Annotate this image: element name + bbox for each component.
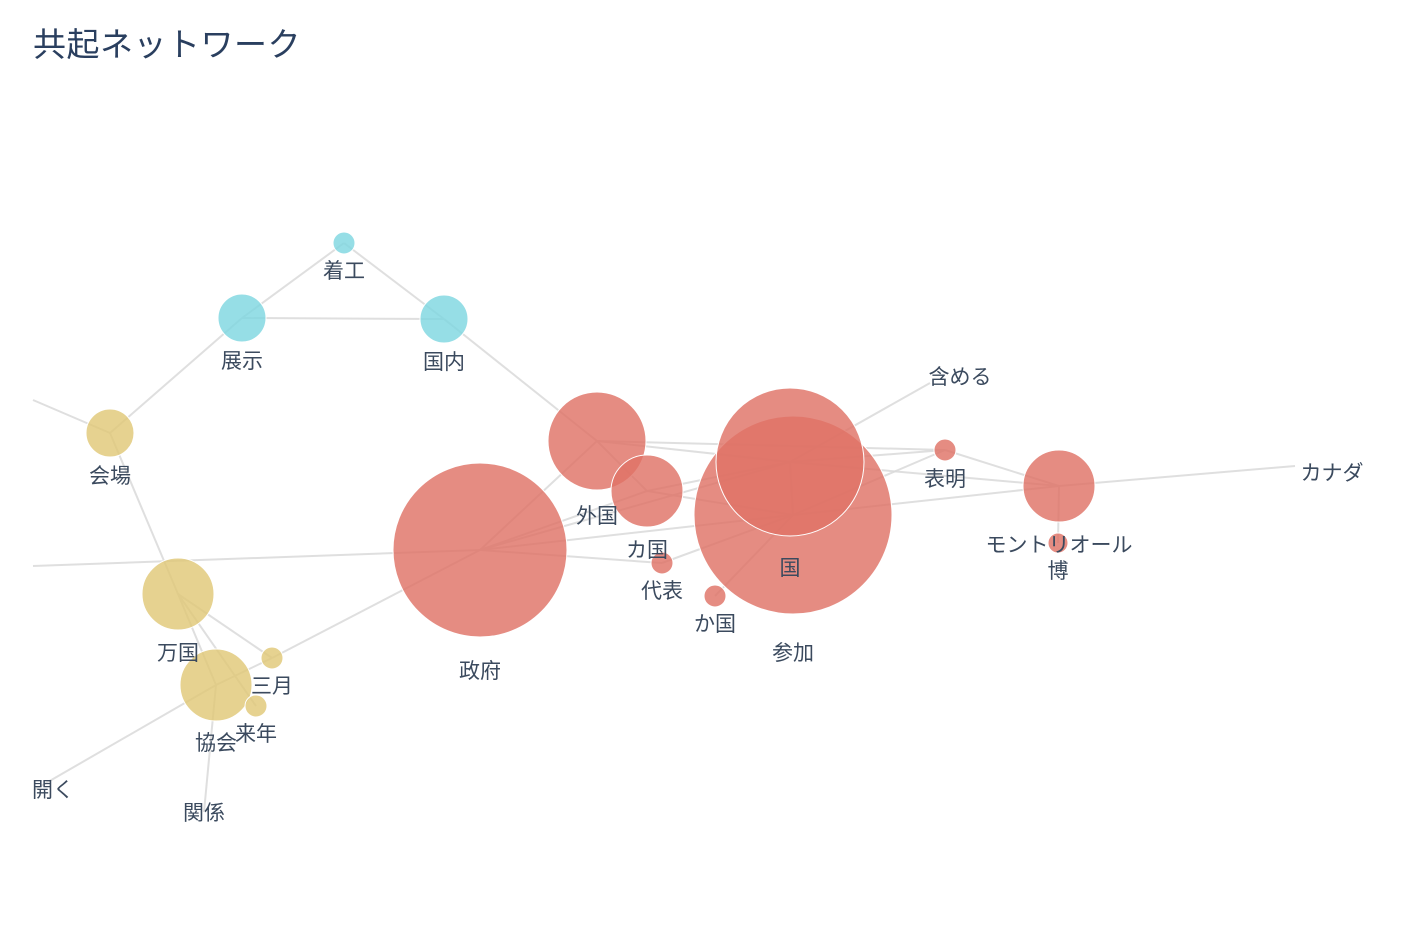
node-tenji[interactable]: [217, 293, 267, 343]
chart-title: 共起ネットワーク: [33, 25, 301, 64]
node-bankoku[interactable]: [141, 557, 215, 631]
node-seifu[interactable]: [392, 462, 568, 638]
node-kokunai[interactable]: [419, 294, 469, 344]
node-label-kakoku1: カ国: [626, 538, 668, 562]
node-label-sangatsu: 三月: [251, 674, 293, 698]
node-label-chakko: 着工: [323, 259, 365, 283]
node-label-kyokai: 協会: [195, 731, 237, 755]
edge-tenji-kaijo: [109, 317, 243, 434]
node-label-hiraku: 開く: [32, 778, 74, 802]
node-rainen[interactable]: [244, 694, 268, 718]
node-chakko[interactable]: [332, 231, 356, 255]
node-hyomei[interactable]: [933, 438, 957, 462]
edge-montreal-canada: [1058, 465, 1296, 487]
node-label-gaikoku: 外国: [576, 504, 618, 528]
node-kyokai[interactable]: [179, 648, 253, 722]
node-daihyo[interactable]: [650, 551, 674, 575]
node-sangatsu[interactable]: [260, 646, 284, 670]
node-label-kuni: 国: [780, 556, 801, 580]
node-label-fukumeru: 含める: [929, 365, 992, 389]
node-label-kaijo: 会場: [89, 464, 131, 488]
node-label-seifu: 政府: [459, 659, 501, 683]
node-montreal[interactable]: [1022, 449, 1096, 523]
node-label-kakoku2: か国: [694, 612, 736, 636]
edge-tenji-kokunai: [241, 317, 445, 320]
node-layer: [85, 231, 1096, 722]
node-kuni[interactable]: [715, 387, 865, 537]
node-label-rainen: 来年: [235, 722, 277, 746]
node-label-kankei: 関係: [183, 801, 225, 825]
node-kakoku2[interactable]: [703, 584, 727, 608]
node-label-sanka: 参加: [772, 641, 814, 665]
node-label-kokunai: 国内: [423, 350, 465, 374]
node-label-tenji: 展示: [221, 349, 263, 373]
node-label-daihyo: 代表: [641, 579, 683, 603]
node-kaijo[interactable]: [85, 408, 135, 458]
node-kakoku1[interactable]: [610, 454, 684, 528]
node-label-haku: 博: [1048, 559, 1069, 583]
node-haku[interactable]: [1047, 532, 1069, 554]
node-label-bankoku: 万国: [157, 641, 199, 665]
node-label-canada: カナダ: [1301, 461, 1364, 485]
node-label-montreal: モントリオール: [986, 533, 1133, 557]
node-label-hyomei: 表明: [924, 467, 966, 491]
